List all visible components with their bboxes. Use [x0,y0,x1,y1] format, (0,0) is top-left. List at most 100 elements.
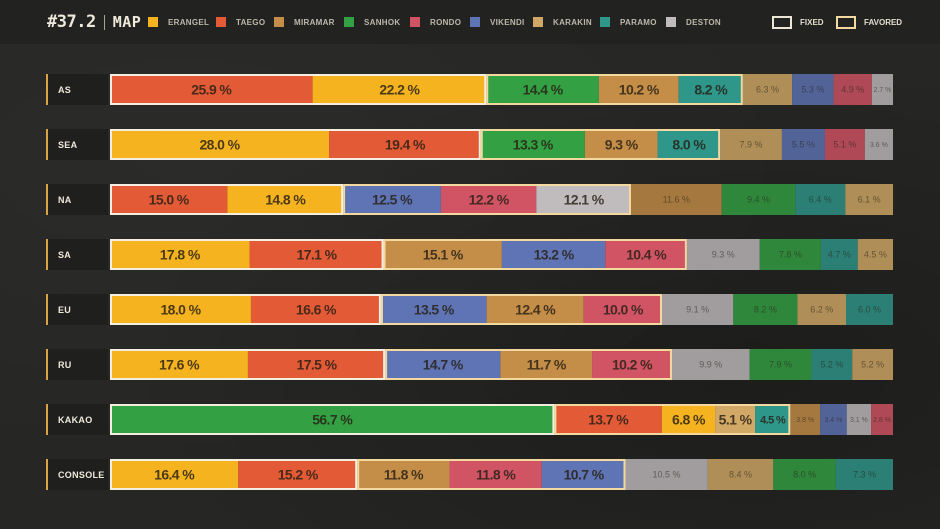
segment-value-label: 5.5 % [792,140,815,150]
bar-segment-rect [759,239,821,270]
fixed-group-outline [110,239,384,270]
bar-segment-na-taego: 15.0 % [110,184,228,215]
bar-segment-rect [625,459,708,490]
segment-value-label: 9.3 % [712,250,735,260]
segment-value-label: 13.7 % [588,412,629,428]
bar-segment-rect [720,129,782,160]
bar-segment-ru-rondo: 10.2 % [592,349,672,380]
bar-segment-console-deston: 10.5 % [625,459,708,490]
segment-value-label: 6.1 % [858,195,881,205]
legend-label-karakin: KARAKIN [553,17,592,27]
segment-value-label: 8.0 % [672,137,706,153]
region-label-eu: EU [46,294,108,325]
segment-value-label: 12.4 % [515,302,556,318]
favored-group-outline [486,74,743,105]
legend-label-erangel: ERANGEL [168,17,210,27]
bar-segment-na-deston: 12.1 % [536,184,631,215]
bar-segment-as-erangel: 22.2 % [312,74,487,105]
segment-value-label: 13.5 % [414,302,455,318]
bar-segment-rect [605,239,687,270]
legend-item-karakin: KARAKIN [533,16,592,28]
bar-segment-as-sanhok: 14.4 % [486,74,599,105]
bar-segment-sea-miramar: 9.3 % [584,129,658,160]
legend-item-sanhok: SANHOK [344,16,400,28]
bar-segment-eu-taego: 16.6 % [250,294,381,325]
region-label-na: NA [46,184,108,215]
bar-segment-rect [661,404,716,435]
segment-value-label: 14.7 % [423,357,464,373]
legend-item-taego: TAEGO [216,16,265,28]
bar-segment-as-deston: 2.7 % [871,74,893,105]
fixed-group-outline [110,349,386,380]
bar-segment-kakao-miramar: 3.8 % [790,404,821,435]
bar-segment-rect [864,129,893,160]
region-label-ru: RU [46,349,108,380]
fixed-group-outline [110,184,344,215]
bar-segment-rect [536,184,631,215]
bar-segment-rect [227,184,344,215]
legend-item-erangel: ERANGEL [148,16,209,28]
bar-segment-rect [835,459,893,490]
bar-segment-rect [733,294,798,325]
bar-segment-rect [583,294,663,325]
segment-value-label: 16.4 % [154,467,195,483]
bar-segment-rect [795,184,846,215]
fixed-group-outline [110,404,555,435]
bar-segment-kakao-sanhok: 56.7 % [110,404,555,435]
legend-label-miramar: MIRAMAR [294,17,335,27]
legend-swatch-miramar [274,17,284,27]
region-label-sa: SA [46,239,108,270]
bar-segment-rect [110,184,228,215]
bar-segment-rect [584,129,658,160]
favored-group-outline [480,129,721,160]
region-label-sea: SEA [46,129,108,160]
bar-segment-rect [678,74,743,105]
segment-value-label: 12.2 % [469,192,510,208]
favored-group-outline [385,349,672,380]
bar-segment-rect [385,349,501,380]
legend-swatch-deston [666,17,676,27]
bar-segment-sea-rondo: 5.1 % [824,129,865,160]
bar-segment-kakao-karakin: 5.1 % [715,404,756,435]
bar-segment-sa-erangel: 17.8 % [110,239,250,270]
bar-segment-rect [857,239,893,270]
segment-value-label: 17.6 % [159,357,200,373]
legend-label-deston: DESTON [686,17,721,27]
legend-label-vikendi: VIKENDI [490,17,525,27]
bar-segment-rect [449,459,542,490]
bar-segment-eu-erangel: 18.0 % [110,294,251,325]
bar-segment-as-karakin: 6.3 % [742,74,793,105]
bar-segment-sa-paramo: 4.7 % [820,239,858,270]
legend-item-paramo: PARAMO [600,16,657,28]
bar-segment-sa-vikendi: 13.2 % [501,239,606,270]
segment-value-label: 14.4 % [523,82,564,98]
bar-segment-ru-sanhok: 7.9 % [749,349,812,380]
bar-segment-rect [110,129,330,160]
bar-segment-rect [249,239,384,270]
bar-segment-rect [110,239,250,270]
bar-segment-na-erangel: 14.8 % [227,184,344,215]
bar-segment-rect [749,349,812,380]
segment-value-label: 17.8 % [160,247,201,263]
bar-segment-rect [357,459,450,490]
bar-segment-rect [440,184,537,215]
segment-value-label: 6.3 % [756,85,779,95]
region-label-console: CONSOLE [46,459,108,490]
bar-segment-rect [820,404,847,435]
segment-value-label: 3.6 % [870,142,888,149]
bar-segment-rect [380,294,487,325]
bar-segment-na-karakin: 6.1 % [845,184,893,215]
bar-segment-rect [773,459,836,490]
bar-segment-kakao-taego: 13.7 % [554,404,662,435]
bar-segment-rect [110,404,555,435]
segment-value-label: 10.4 % [626,247,667,263]
segment-value-label: 10.5 % [653,470,681,480]
bar-segment-rect [846,404,872,435]
bar-segment-eu-vikendi: 13.5 % [380,294,487,325]
segment-value-label: 8.0 % [793,470,816,480]
bar-segment-console-sanhok: 8.0 % [773,459,836,490]
bar-segment-rect [871,404,893,435]
bar-segment-rect [486,294,584,325]
bar-segment-rect [110,294,251,325]
segment-value-label: 12.5 % [372,192,413,208]
